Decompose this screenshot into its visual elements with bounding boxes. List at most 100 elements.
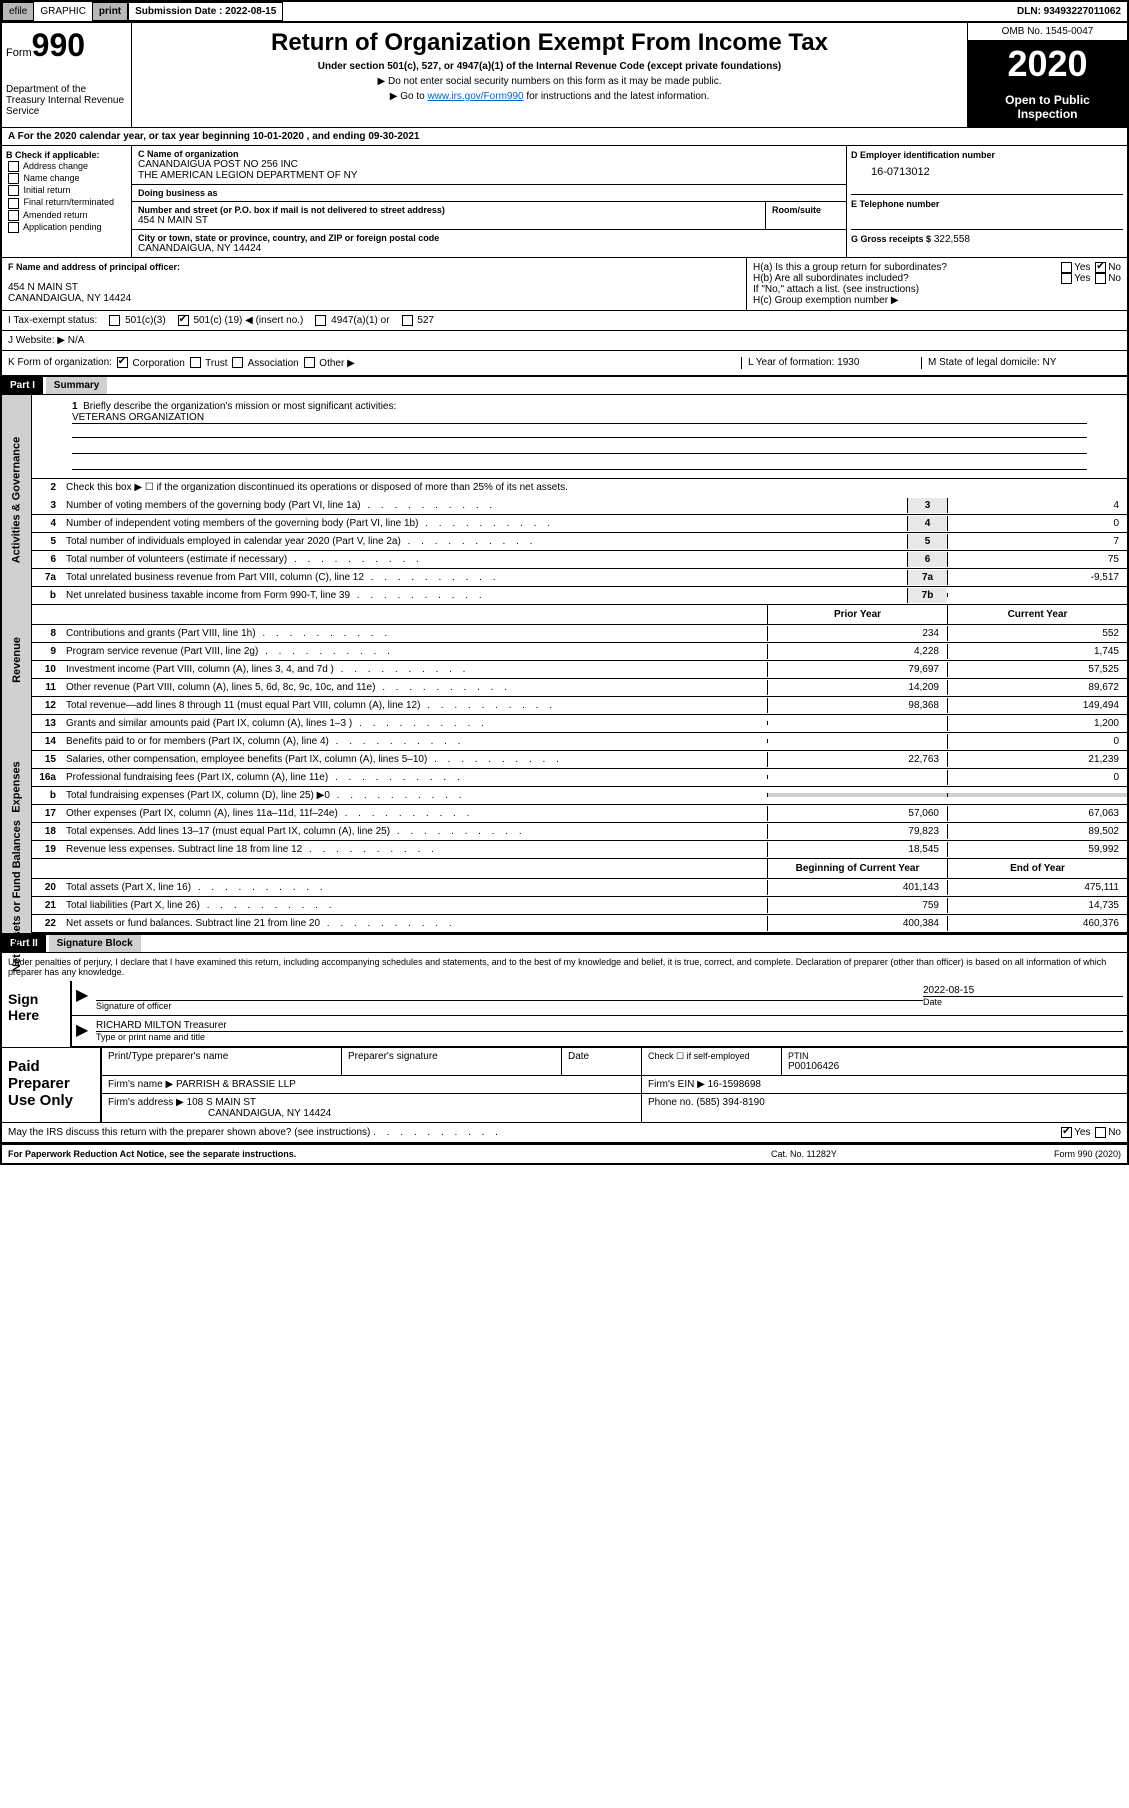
firm-addr2: CANANDAIGUA, NY 14424	[108, 1108, 635, 1119]
line-18: 18Total expenses. Add lines 13–17 (must …	[32, 823, 1127, 841]
main-title: Return of Organization Exempt From Incom…	[138, 29, 961, 57]
cb-other[interactable]: Other ▶	[302, 358, 355, 369]
line-20: 20Total assets (Part X, line 16)401,1434…	[32, 879, 1127, 897]
cb-app-pending[interactable]: Application pending	[6, 222, 127, 233]
cb-initial-return[interactable]: Initial return	[6, 185, 127, 196]
governance-section: Activities & Governance 1 Briefly descri…	[2, 395, 1127, 605]
part2-header: Part II	[2, 935, 46, 952]
notice-link: ▶ Go to www.irs.gov/Form990 for instruct…	[138, 91, 961, 102]
street-label: Number and street (or P.O. box if mail i…	[138, 205, 759, 215]
cb-corporation[interactable]: Corporation	[115, 358, 185, 369]
cb-address-change[interactable]: Address change	[6, 161, 127, 172]
form-container: efile GRAPHIC print Submission Date : 20…	[0, 0, 1129, 1165]
ha-answer[interactable]: Yes No	[1059, 262, 1121, 273]
graphic-button[interactable]: GRAPHIC	[34, 3, 92, 20]
cb-4947[interactable]: 4947(a)(1) or	[313, 315, 389, 326]
section-c: C Name of organization CANANDAIGUA POST …	[132, 146, 847, 257]
print-button[interactable]: print	[92, 2, 128, 21]
sig-officer-label: Signature of officer	[96, 1001, 923, 1011]
footer-row: For Paperwork Reduction Act Notice, see …	[2, 1144, 1127, 1163]
cb-527[interactable]: 527	[400, 315, 434, 326]
top-bar: efile GRAPHIC print Submission Date : 20…	[2, 2, 1127, 23]
line-16a: 16aProfessional fundraising fees (Part I…	[32, 769, 1127, 787]
footer-paperwork: For Paperwork Reduction Act Notice, see …	[8, 1149, 771, 1159]
firm-name-value: PARRISH & BRASSIE LLP	[176, 1079, 296, 1090]
efile-button[interactable]: efile	[2, 2, 34, 21]
section-f: F Name and address of principal officer:…	[2, 258, 747, 310]
cb-501c[interactable]: 501(c) (19) ◀ (insert no.)	[176, 315, 304, 326]
notice-ssn: ▶ Do not enter social security numbers o…	[138, 76, 961, 87]
firm-addr-label: Firm's address ▶	[108, 1097, 184, 1108]
hb-answer[interactable]: Yes No	[1059, 273, 1121, 284]
footer-form: Form 990 (2020)	[971, 1149, 1121, 1159]
part1-header: Part I	[2, 377, 43, 394]
line-22: 22Net assets or fund balances. Subtract …	[32, 915, 1127, 933]
revenue-section: Revenue Prior Year Current Year 8Contrib…	[2, 605, 1127, 715]
row-fh: F Name and address of principal officer:…	[2, 258, 1127, 311]
header-row: Form990 Department of the Treasury Inter…	[2, 23, 1127, 128]
org-name-2: THE AMERICAN LEGION DEPARTMENT OF NY	[138, 170, 840, 181]
firm-addr1: 108 S MAIN ST	[187, 1097, 256, 1108]
year-formation-label: L Year of formation:	[748, 357, 834, 368]
line-3: 3Number of voting members of the governi…	[32, 497, 1127, 515]
gross-receipts-label: G Gross receipts $	[851, 234, 931, 244]
section-h: H(a) Is this a group return for subordin…	[747, 258, 1127, 310]
open-public-badge: Open to Public Inspection	[968, 87, 1127, 127]
section-l: L Year of formation: 1930	[741, 357, 921, 368]
line-10: 10Investment income (Part VIII, column (…	[32, 661, 1127, 679]
dba-label: Doing business as	[138, 188, 840, 198]
dln-number: DLN: 93493227011062	[1011, 3, 1127, 20]
cb-association[interactable]: Association	[230, 358, 298, 369]
paid-preparer-row: Paid Preparer Use Only Print/Type prepar…	[2, 1048, 1127, 1123]
mission-label: Briefly describe the organization's miss…	[83, 401, 396, 412]
submission-date: Submission Date : 2022-08-15	[128, 2, 283, 21]
org-name-1: CANANDAIGUA POST NO 256 INC	[138, 159, 840, 170]
line-14: 14Benefits paid to or for members (Part …	[32, 733, 1127, 751]
discuss-row: May the IRS discuss this return with the…	[2, 1123, 1127, 1144]
form-990-number: 990	[32, 27, 85, 63]
dba-block: Doing business as	[132, 185, 846, 202]
declaration-text: Under penalties of perjury, I declare th…	[2, 953, 1127, 981]
room-block: Room/suite	[766, 202, 846, 229]
street-block: Number and street (or P.O. box if mail i…	[132, 202, 766, 229]
irs-link[interactable]: www.irs.gov/Form990	[427, 91, 523, 102]
org-name-label: C Name of organization	[138, 149, 840, 159]
city-block: City or town, state or province, country…	[132, 230, 846, 257]
period-row: A For the 2020 calendar year, or tax yea…	[2, 128, 1127, 146]
cb-final-return[interactable]: Final return/terminated	[6, 197, 127, 208]
revenue-side-label: Revenue	[2, 605, 32, 715]
dept-treasury: Department of the Treasury Internal Reve…	[6, 84, 127, 117]
line-7a: 7aTotal unrelated business revenue from …	[32, 569, 1127, 587]
phone-label: E Telephone number	[851, 199, 1123, 209]
cb-name-change[interactable]: Name change	[6, 173, 127, 184]
prep-check[interactable]: Check ☐ if self-employed	[642, 1048, 782, 1075]
form-label: Form	[6, 47, 32, 59]
website-value: N/A	[68, 335, 85, 346]
prep-sig-label: Preparer's signature	[342, 1048, 562, 1075]
cb-trust[interactable]: Trust	[188, 358, 228, 369]
ein-value: 16-0713012	[851, 160, 1123, 184]
netassets-col-header: Beginning of Current Year End of Year	[32, 859, 1127, 879]
year-box: OMB No. 1545-0047 2020 Open to Public In…	[967, 23, 1127, 127]
firm-ein-label: Firm's EIN ▶	[648, 1079, 705, 1090]
officer-addr2: CANANDAIGUA, NY 14424	[8, 293, 740, 304]
discuss-answer[interactable]: Yes No	[1059, 1127, 1121, 1138]
cb-501c3[interactable]: 501(c)(3)	[107, 315, 165, 326]
line-11: 11Other revenue (Part VIII, column (A), …	[32, 679, 1127, 697]
line-17: 17Other expenses (Part IX, column (A), l…	[32, 805, 1127, 823]
netassets-side-label: Net Assets or Fund Balances	[2, 859, 32, 933]
netassets-section: Net Assets or Fund Balances Beginning of…	[2, 859, 1127, 935]
footer-catno: Cat. No. 11282Y	[771, 1149, 971, 1159]
sign-here-label: Sign Here	[2, 981, 72, 1047]
line-2-text: Check this box ▶ ☐ if the organization d…	[62, 480, 1127, 495]
cb-amended[interactable]: Amended return	[6, 210, 127, 221]
prep-name-label: Print/Type preparer's name	[102, 1048, 342, 1075]
sig-arrow-icon: ▶	[76, 985, 96, 1011]
sig-arrow-icon-2: ▶	[76, 1020, 96, 1042]
tax-year: 2020	[968, 41, 1127, 87]
mission-value: VETERANS ORGANIZATION	[72, 412, 1087, 424]
street-value: 454 N MAIN ST	[138, 215, 759, 226]
line-6: 6Total number of volunteers (estimate if…	[32, 551, 1127, 569]
sig-date-value: 2022-08-15	[923, 985, 1123, 996]
revenue-col-header: Prior Year Current Year	[32, 605, 1127, 625]
